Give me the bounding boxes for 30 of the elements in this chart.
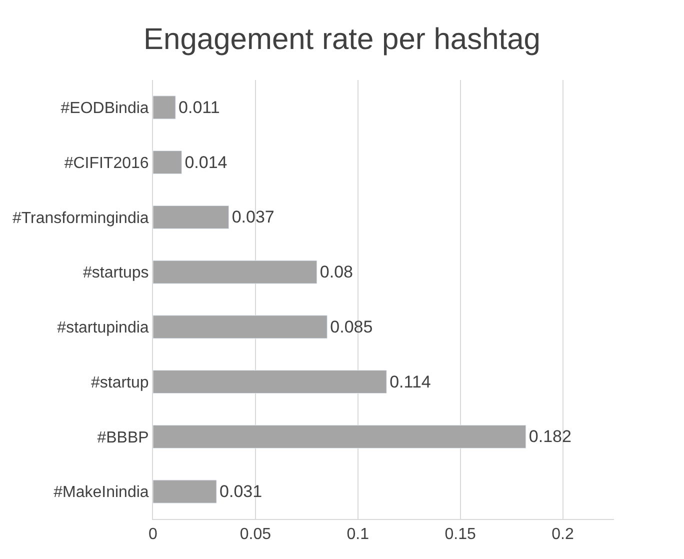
x-tick-label: 0.15	[444, 526, 476, 544]
chart-title: Engagement rate per hashtag	[144, 22, 540, 56]
bar	[153, 424, 526, 448]
y-tick-label: #MakeInindia	[54, 484, 149, 502]
y-tick-label: #startups	[82, 264, 149, 282]
x-tick-label: 0.05	[240, 526, 272, 544]
data-label: 0.011	[178, 98, 220, 117]
x-tick-label: 0	[148, 526, 158, 544]
y-tick-label: #CIFIT2016	[64, 154, 149, 172]
bar	[153, 370, 387, 394]
bar	[153, 205, 230, 229]
data-label: 0.085	[330, 317, 373, 336]
data-label: 0.037	[232, 208, 274, 227]
bar	[153, 260, 318, 284]
y-tick-label: #BBBP	[97, 429, 149, 446]
bar	[153, 96, 176, 120]
bar	[153, 315, 328, 339]
y-tick-label: #Transformingindia	[12, 210, 149, 227]
x-tick-label: 0.1	[346, 526, 370, 544]
data-label: 0.114	[390, 372, 431, 392]
data-label: 0.031	[220, 482, 262, 502]
bar	[153, 480, 217, 504]
bar	[153, 150, 182, 174]
data-label: 0.014	[184, 152, 228, 172]
y-tick-label: #startup	[90, 374, 149, 392]
data-label: 0.182	[528, 427, 572, 446]
x-tick-label: 0.2	[552, 526, 574, 544]
y-tick-label: #startupindia	[57, 320, 149, 337]
y-tick-label: #EODBindia	[60, 100, 149, 118]
data-label: 0.08	[320, 262, 354, 282]
